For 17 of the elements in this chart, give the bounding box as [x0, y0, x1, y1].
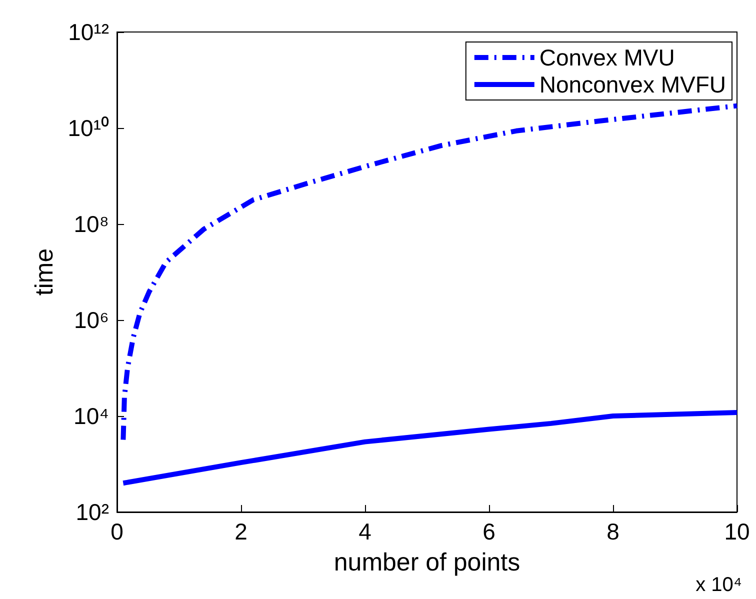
y-tick-label: 10⁶ [74, 307, 109, 333]
x-tick-label: 0 [110, 518, 124, 544]
legend-label: Convex MVU [539, 44, 675, 70]
y-tick-label: 10¹⁰ [68, 115, 109, 141]
y-tick-label: 10⁴ [74, 403, 109, 429]
legend-label: Nonconvex MVFU [539, 72, 726, 98]
x-tick-label: 2 [234, 518, 248, 544]
x-tick-label: 4 [358, 518, 372, 544]
text: x 10⁴ [696, 574, 742, 596]
x-axis-title: number of points [334, 548, 520, 576]
x-tick-label: 6 [482, 518, 496, 544]
y-tick-label: 10² [76, 499, 110, 525]
y-axis-title: time [30, 248, 58, 296]
x-tick-label: 10 [724, 518, 750, 544]
y-tick-label: 10⁸ [74, 211, 109, 237]
y-tick-label: 10¹² [68, 19, 110, 45]
x-tick-label: 8 [606, 518, 620, 544]
